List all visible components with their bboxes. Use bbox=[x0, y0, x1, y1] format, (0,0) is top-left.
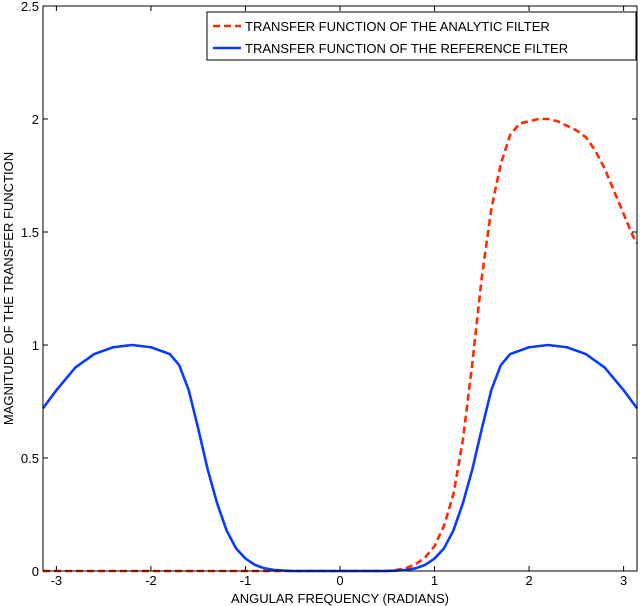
y-tick-label: 1.5 bbox=[21, 225, 39, 240]
x-tick-label: -2 bbox=[145, 573, 157, 588]
y-tick-label: 2.5 bbox=[21, 0, 39, 14]
x-tick-label: 0 bbox=[336, 573, 343, 588]
legend: TRANSFER FUNCTION OF THE ANALYTIC FILTER… bbox=[206, 11, 637, 61]
legend-label-2: TRANSFER FUNCTION OF THE REFERENCE FILTE… bbox=[245, 41, 568, 56]
y-tick-label: 1 bbox=[32, 338, 39, 353]
legend-label-1: TRANSFER FUNCTION OF THE ANALYTIC FILTER bbox=[245, 19, 550, 34]
x-tick-label: -1 bbox=[240, 573, 252, 588]
y-tick-label: 2 bbox=[32, 112, 39, 127]
legend-box bbox=[206, 11, 637, 61]
x-tick-label: 3 bbox=[620, 573, 627, 588]
plot-area bbox=[43, 6, 637, 571]
y-tick-label: 0 bbox=[32, 564, 39, 579]
x-tick-label: 1 bbox=[431, 573, 438, 588]
y-axis-label: MAGNITUDE OF THE TRANSFER FUNCTION bbox=[1, 152, 16, 425]
y-tick-label: 0.5 bbox=[21, 451, 39, 466]
x-tick-label: -3 bbox=[51, 573, 63, 588]
ticks-layer: -3 -2 -1 0 1 2 3 0 0.5 1 1.5 2 2.5 bbox=[21, 0, 637, 588]
x-tick-label: 2 bbox=[525, 573, 532, 588]
x-axis-label: ANGULAR FREQUENCY (RADIANS) bbox=[231, 591, 449, 606]
